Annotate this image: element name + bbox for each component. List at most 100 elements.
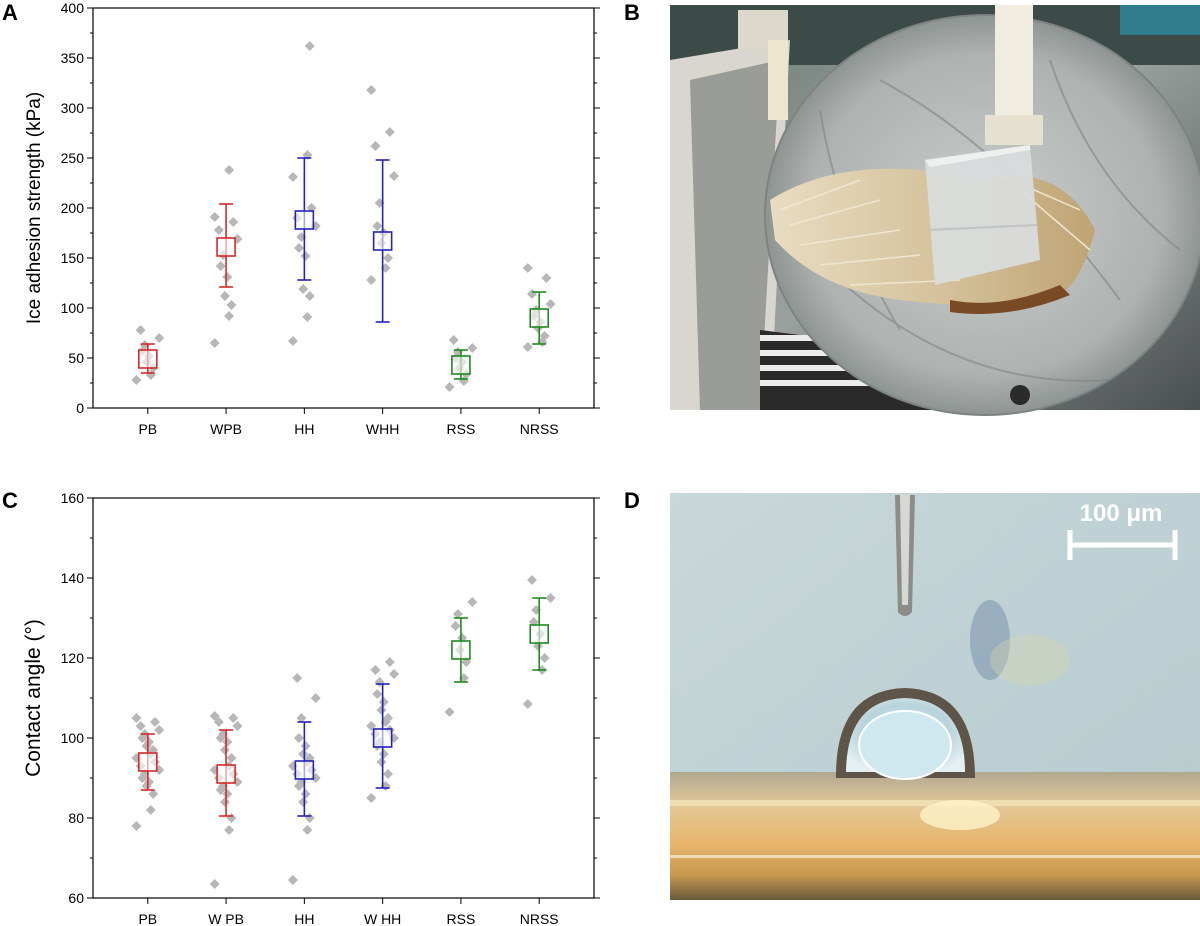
data-point [224, 825, 235, 835]
x-tick-label: NRSS [520, 911, 559, 926]
mean-marker [451, 640, 471, 660]
data-point [298, 284, 309, 294]
data-point [452, 609, 463, 619]
data-point [370, 141, 381, 151]
mean-marker [294, 760, 315, 780]
data-point [287, 172, 298, 182]
data-point [539, 331, 550, 341]
x-tick-label: WPB [210, 421, 242, 437]
data-point [296, 713, 307, 723]
y-tick-label: 250 [61, 150, 85, 166]
data-point [298, 797, 309, 807]
panel-letter-a: A [2, 0, 18, 25]
data-point [209, 879, 220, 889]
data-point [522, 342, 533, 352]
data-point [232, 721, 243, 731]
data-point [154, 333, 165, 343]
data-point [143, 737, 154, 747]
data-point [149, 717, 160, 727]
mean-marker [372, 728, 393, 748]
data-point [298, 749, 309, 759]
data-point [378, 697, 389, 707]
data-point [135, 721, 146, 731]
data-point [522, 699, 533, 709]
data-point [143, 777, 154, 787]
panel-letter-b: B [624, 0, 640, 25]
y-tick-label: 300 [61, 100, 85, 116]
data-point [383, 713, 394, 723]
data-point [300, 789, 311, 799]
data-point [148, 789, 159, 799]
mean-marker [372, 231, 393, 251]
data-point [376, 705, 387, 715]
data-point [209, 711, 220, 721]
data-point [131, 821, 142, 831]
x-tick-label: W PB [208, 911, 244, 926]
chart-a-ice-adhesion: Ice adhesion strength (kPa) 0 50 100 150 200… [24, 0, 600, 437]
data-point [224, 311, 235, 321]
data-point [213, 225, 224, 235]
scale-bar-label: 100 μm [1080, 500, 1163, 527]
data-point [292, 673, 303, 683]
data-point [222, 789, 233, 799]
mean-marker [216, 237, 236, 257]
data-point [444, 707, 455, 717]
data-point [287, 336, 298, 346]
data-point [215, 261, 226, 271]
x-tick-label: HH [294, 421, 314, 437]
mean-marker [294, 210, 315, 230]
panel-letter-c: C [2, 488, 18, 513]
data-point [450, 621, 461, 631]
x-tick-label: W HH [364, 911, 401, 926]
data-point [304, 813, 315, 823]
data-point [224, 165, 235, 175]
data-point [541, 273, 552, 283]
data-point [370, 665, 381, 675]
y-tick-label: 100 [61, 730, 85, 746]
data-point [219, 745, 230, 755]
data-point [372, 221, 383, 231]
mean-marker [216, 764, 236, 784]
y-tick-label: 60 [68, 890, 84, 906]
data-point [131, 713, 142, 723]
mean-marker [451, 355, 471, 375]
data-point [467, 597, 478, 607]
data-point [527, 289, 538, 299]
data-point [293, 243, 304, 253]
y-tick-label: 400 [61, 0, 85, 16]
data-point [219, 797, 230, 807]
data-point [222, 737, 233, 747]
y-tick-label: 100 [61, 300, 85, 316]
data-point [300, 741, 311, 751]
data-point [135, 325, 146, 335]
data-point [226, 300, 237, 310]
y-tick-label: 150 [61, 250, 85, 266]
mean-marker [529, 308, 550, 328]
data-point [384, 657, 395, 667]
data-point [302, 825, 313, 835]
data-point [389, 669, 400, 679]
x-tick-label: PB [138, 421, 157, 437]
data-point [226, 813, 237, 823]
data-point [131, 375, 142, 385]
data-point [366, 275, 377, 285]
data-point [304, 291, 315, 301]
ice-cube-on-fur-photo [670, 5, 1200, 416]
data-point [228, 713, 239, 723]
data-point [145, 805, 156, 815]
data-point [293, 733, 304, 743]
y-tick-label: 80 [68, 810, 84, 826]
data-point [384, 127, 395, 137]
mean-marker [137, 349, 158, 369]
data-point [383, 769, 394, 779]
data-point [545, 593, 556, 603]
data-point [300, 251, 311, 261]
x-tick-label: NRSS [520, 421, 559, 437]
data-point [448, 335, 459, 345]
data-point [228, 217, 239, 227]
data-point [209, 338, 220, 348]
x-tick-label: HH [294, 911, 314, 926]
chart-c-y-axis-title: Contact angle (°) [22, 619, 45, 777]
y-tick-label: 50 [68, 350, 84, 366]
